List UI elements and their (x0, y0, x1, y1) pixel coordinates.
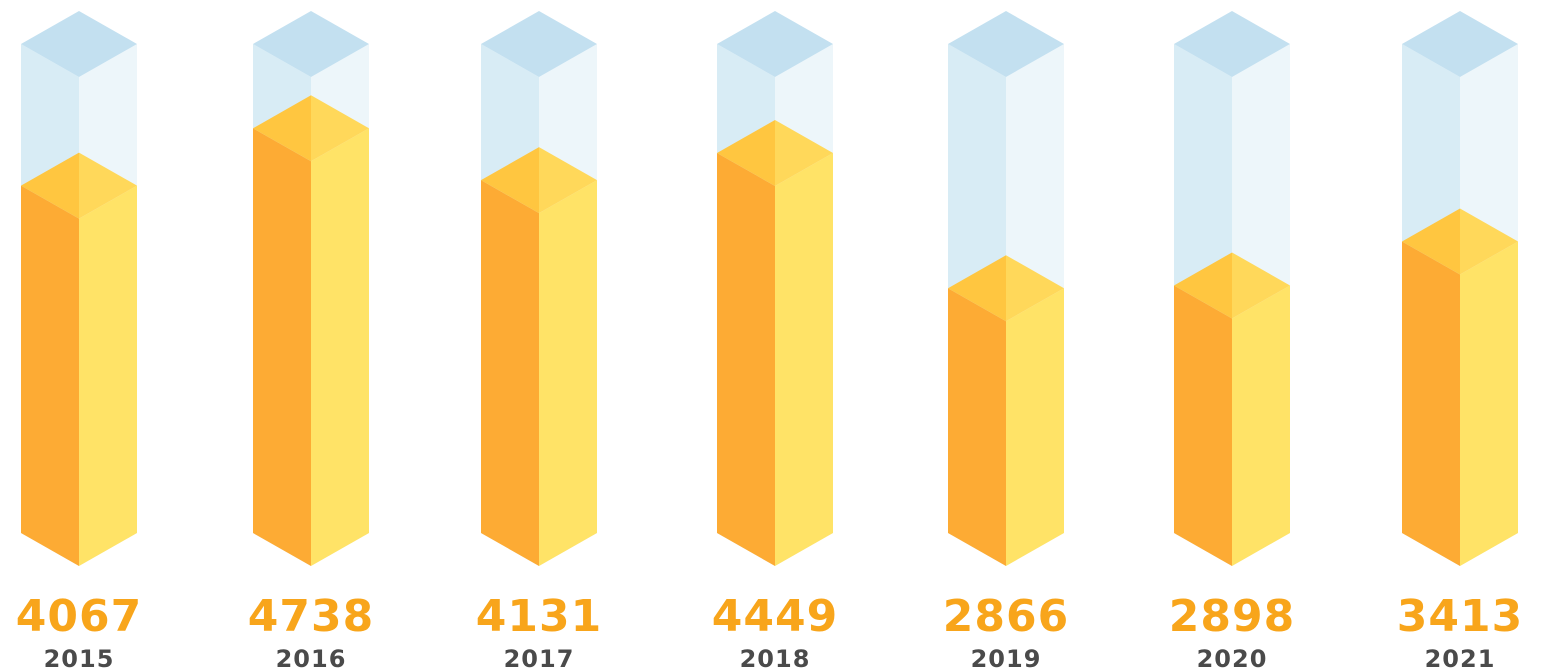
bar-fill-right-2016 (311, 128, 369, 567)
year-label-2021: 2021 (1425, 645, 1496, 671)
value-label-2016: 4738 (248, 591, 374, 642)
bar-glass-top-2018 (717, 11, 833, 77)
value-label-2021: 3413 (1397, 591, 1523, 642)
bar-2018 (717, 11, 833, 566)
bar-top-left-2015 (21, 152, 79, 219)
bar-top-left-2021 (1402, 208, 1460, 275)
bar-top-right-2017 (539, 147, 597, 214)
bar-top-right-2016 (311, 95, 369, 162)
bar-fill-left-2020 (1174, 285, 1232, 566)
bar-glass-top-2019 (948, 11, 1064, 77)
bar-fill-right-2020 (1232, 285, 1290, 566)
bar-fill-left-2017 (481, 180, 539, 567)
value-label-2019: 2866 (943, 591, 1069, 642)
year-label-2017: 2017 (504, 645, 575, 671)
value-label-2017: 4131 (476, 591, 602, 642)
bar-fill-left-2015 (21, 185, 79, 567)
bar-glass-top-2021 (1402, 11, 1518, 77)
bar-top-right-2021 (1460, 208, 1518, 275)
year-label-2020: 2020 (1197, 645, 1268, 671)
year-label-2016: 2016 (276, 645, 347, 671)
bar-top-left-2018 (717, 119, 775, 186)
bar-fill-right-2018 (775, 152, 833, 566)
value-label-2020: 2898 (1169, 591, 1295, 642)
bar-top-right-2015 (79, 152, 137, 219)
bar-fill-right-2021 (1460, 241, 1518, 566)
bar-top-left-2016 (253, 95, 311, 162)
bar-top-right-2020 (1232, 252, 1290, 319)
bar-top-left-2017 (481, 147, 539, 214)
bar-top-left-2019 (948, 255, 1006, 322)
bar-2016 (253, 11, 369, 567)
bar-2021 (1402, 11, 1518, 566)
year-label-2015: 2015 (44, 645, 115, 671)
bar-fill-left-2016 (253, 128, 311, 567)
bar-top-right-2018 (775, 119, 833, 186)
bar-fill-left-2021 (1402, 241, 1460, 566)
bar-fill-right-2015 (79, 185, 137, 567)
bar-2019 (948, 11, 1064, 566)
bar-glass-top-2015 (21, 11, 137, 77)
value-label-2015: 4067 (16, 591, 142, 642)
year-label-2018: 2018 (740, 645, 811, 671)
bar-glass-top-2017 (481, 11, 597, 77)
bar-2020 (1174, 11, 1290, 566)
bar-fill-right-2017 (539, 180, 597, 567)
bar-fill-left-2018 (717, 152, 775, 566)
bar-2015 (21, 11, 137, 567)
value-label-2018: 4449 (712, 591, 838, 642)
bar-2017 (481, 11, 597, 567)
bar-top-left-2020 (1174, 252, 1232, 319)
bar-fill-left-2019 (948, 288, 1006, 566)
bar-glass-top-2020 (1174, 11, 1290, 77)
bar-glass-top-2016 (253, 11, 369, 77)
bar-top-right-2019 (1006, 255, 1064, 322)
bar-fill-right-2019 (1006, 288, 1064, 566)
year-label-2019: 2019 (971, 645, 1042, 671)
